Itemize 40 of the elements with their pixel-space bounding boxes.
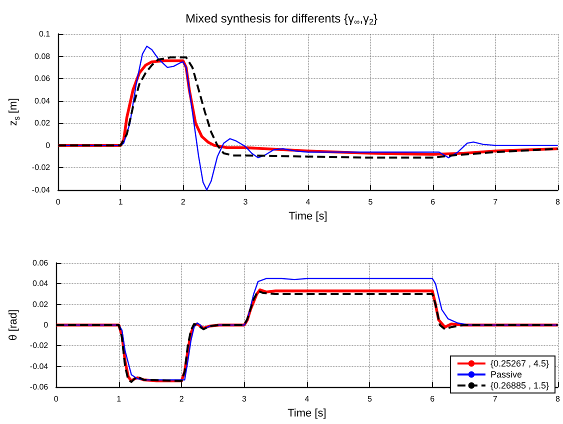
x-axis-title: Time [s] xyxy=(288,210,328,222)
y-tick-label: 0 xyxy=(44,320,49,330)
x-tick-label: 2 xyxy=(180,198,186,206)
legend-label: {0.25267 , 4.5} xyxy=(490,358,550,368)
x-tick-label: 7 xyxy=(493,198,498,206)
y-tick-label: 0 xyxy=(46,140,51,150)
y-tick-label: 0.1 xyxy=(39,30,51,38)
x-tick-label: 4 xyxy=(306,198,311,206)
x-tick-label: 8 xyxy=(556,198,561,206)
y-tick-label: 0.02 xyxy=(34,118,51,128)
y-tick-label: 0.06 xyxy=(34,74,51,84)
x-tick-label: 0 xyxy=(54,394,59,404)
x-tick-label: 5 xyxy=(368,198,374,206)
legend-label: Passive xyxy=(490,370,522,380)
y-tick-label: -0.02 xyxy=(32,163,51,172)
y-tick-label: -0.04 xyxy=(30,362,49,371)
y-tick-label: 0.08 xyxy=(34,52,51,61)
x-tick-label: 0 xyxy=(56,198,61,206)
y-tick-label: 0.02 xyxy=(32,300,49,309)
x-tick-label: 5 xyxy=(367,394,372,404)
y-tick-label: -0.02 xyxy=(30,341,49,350)
x-tick-label: 2 xyxy=(179,394,184,404)
x-tick-label: 3 xyxy=(242,394,248,404)
legend-label: {0.26885 , 1.5} xyxy=(490,380,550,390)
y-tick-label: 0.04 xyxy=(34,96,51,106)
y-tick-label: 0.06 xyxy=(32,258,49,268)
x-tick-label: 7 xyxy=(492,394,498,404)
y-axis-title: θ [rad] xyxy=(8,309,20,341)
x-tick-label: 4 xyxy=(304,394,310,404)
x-tick-label: 6 xyxy=(430,394,436,404)
x-tick-label: 1 xyxy=(116,394,122,404)
y-axis-title: zs [m] xyxy=(8,98,22,126)
y-tick-label: -0.06 xyxy=(30,382,49,392)
x-axis-title: Time [s] xyxy=(288,408,326,420)
y-tick-label: 0.04 xyxy=(32,279,49,288)
x-tick-label: 1 xyxy=(118,198,124,206)
x-tick-label: 8 xyxy=(556,394,561,404)
x-tick-label: 6 xyxy=(430,198,436,206)
x-tick-label: 3 xyxy=(243,198,248,206)
y-tick-label: -0.04 xyxy=(32,186,51,194)
